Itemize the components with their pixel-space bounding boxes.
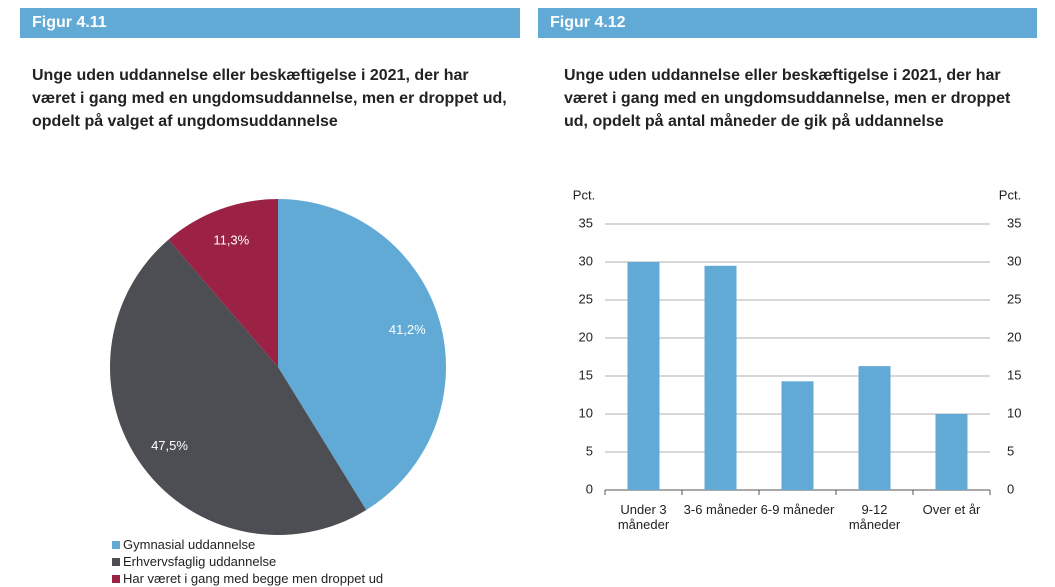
y-tick-label: 0 bbox=[586, 481, 593, 496]
y-tick-label: 15 bbox=[579, 367, 593, 382]
chart-title: Unge uden uddannelse eller beskæftigelse… bbox=[32, 67, 507, 130]
x-tick-label: 6-9 måneder bbox=[760, 502, 835, 517]
y-axis-label: Pct. bbox=[573, 187, 595, 202]
figure-header: Figur 4.12 bbox=[538, 8, 1037, 38]
bar bbox=[781, 381, 814, 490]
legend-label: Gymnasial uddannelse bbox=[123, 537, 256, 552]
y-tick-label: 20 bbox=[579, 329, 593, 344]
bar bbox=[704, 265, 737, 490]
y2-tick-label: 15 bbox=[1007, 367, 1021, 382]
y2-tick-label: 10 bbox=[1007, 405, 1021, 420]
y2-tick-label: 5 bbox=[1007, 443, 1014, 458]
y2-tick-label: 25 bbox=[1007, 291, 1021, 306]
y-tick-label: 35 bbox=[579, 215, 593, 230]
chart-title: Unge uden uddannelse eller beskæftigelse… bbox=[564, 67, 1011, 130]
x-tick-label: Under 3 måneder bbox=[617, 502, 670, 532]
legend-entry: Gymnasial uddannelse bbox=[112, 537, 255, 553]
y2-tick-label: 0 bbox=[1007, 481, 1014, 496]
legend-entry: Har været i gang med begge men droppet u… bbox=[112, 571, 383, 587]
slice-label: 47,5% bbox=[151, 438, 188, 453]
x-tick-label: Over et år bbox=[922, 502, 981, 517]
legend-label: Har været i gang med begge men droppet u… bbox=[123, 571, 384, 586]
legend-entry: Erhvervsfaglig uddannelse bbox=[112, 554, 276, 570]
y-tick-label: 10 bbox=[579, 405, 593, 420]
y-tick-label: 25 bbox=[579, 291, 593, 306]
legend-swatch bbox=[112, 558, 120, 566]
pie-slice bbox=[109, 239, 367, 536]
legend-swatch bbox=[112, 541, 120, 549]
y-tick-label: 5 bbox=[586, 443, 593, 458]
bar bbox=[858, 366, 891, 490]
y2-axis-label: Pct. bbox=[999, 187, 1021, 202]
bar bbox=[935, 414, 968, 490]
slice-label: 11,3% bbox=[213, 232, 249, 247]
legend-label: Erhvervsfaglig uddannelse bbox=[123, 554, 277, 569]
y-tick-label: 30 bbox=[579, 253, 593, 268]
y2-tick-label: 30 bbox=[1007, 253, 1021, 268]
slice-label: 41,2% bbox=[389, 322, 426, 337]
bar bbox=[627, 262, 660, 490]
x-tick-label: 3-6 måneder bbox=[683, 502, 758, 517]
x-tick-label: 9-12 måneder bbox=[848, 502, 901, 532]
y2-tick-label: 35 bbox=[1007, 215, 1021, 230]
pie-slice bbox=[278, 199, 447, 510]
y2-tick-label: 20 bbox=[1007, 329, 1021, 344]
pie-slice bbox=[168, 199, 278, 367]
figure-header: Figur 4.11 bbox=[20, 8, 520, 38]
legend-swatch bbox=[112, 575, 120, 583]
